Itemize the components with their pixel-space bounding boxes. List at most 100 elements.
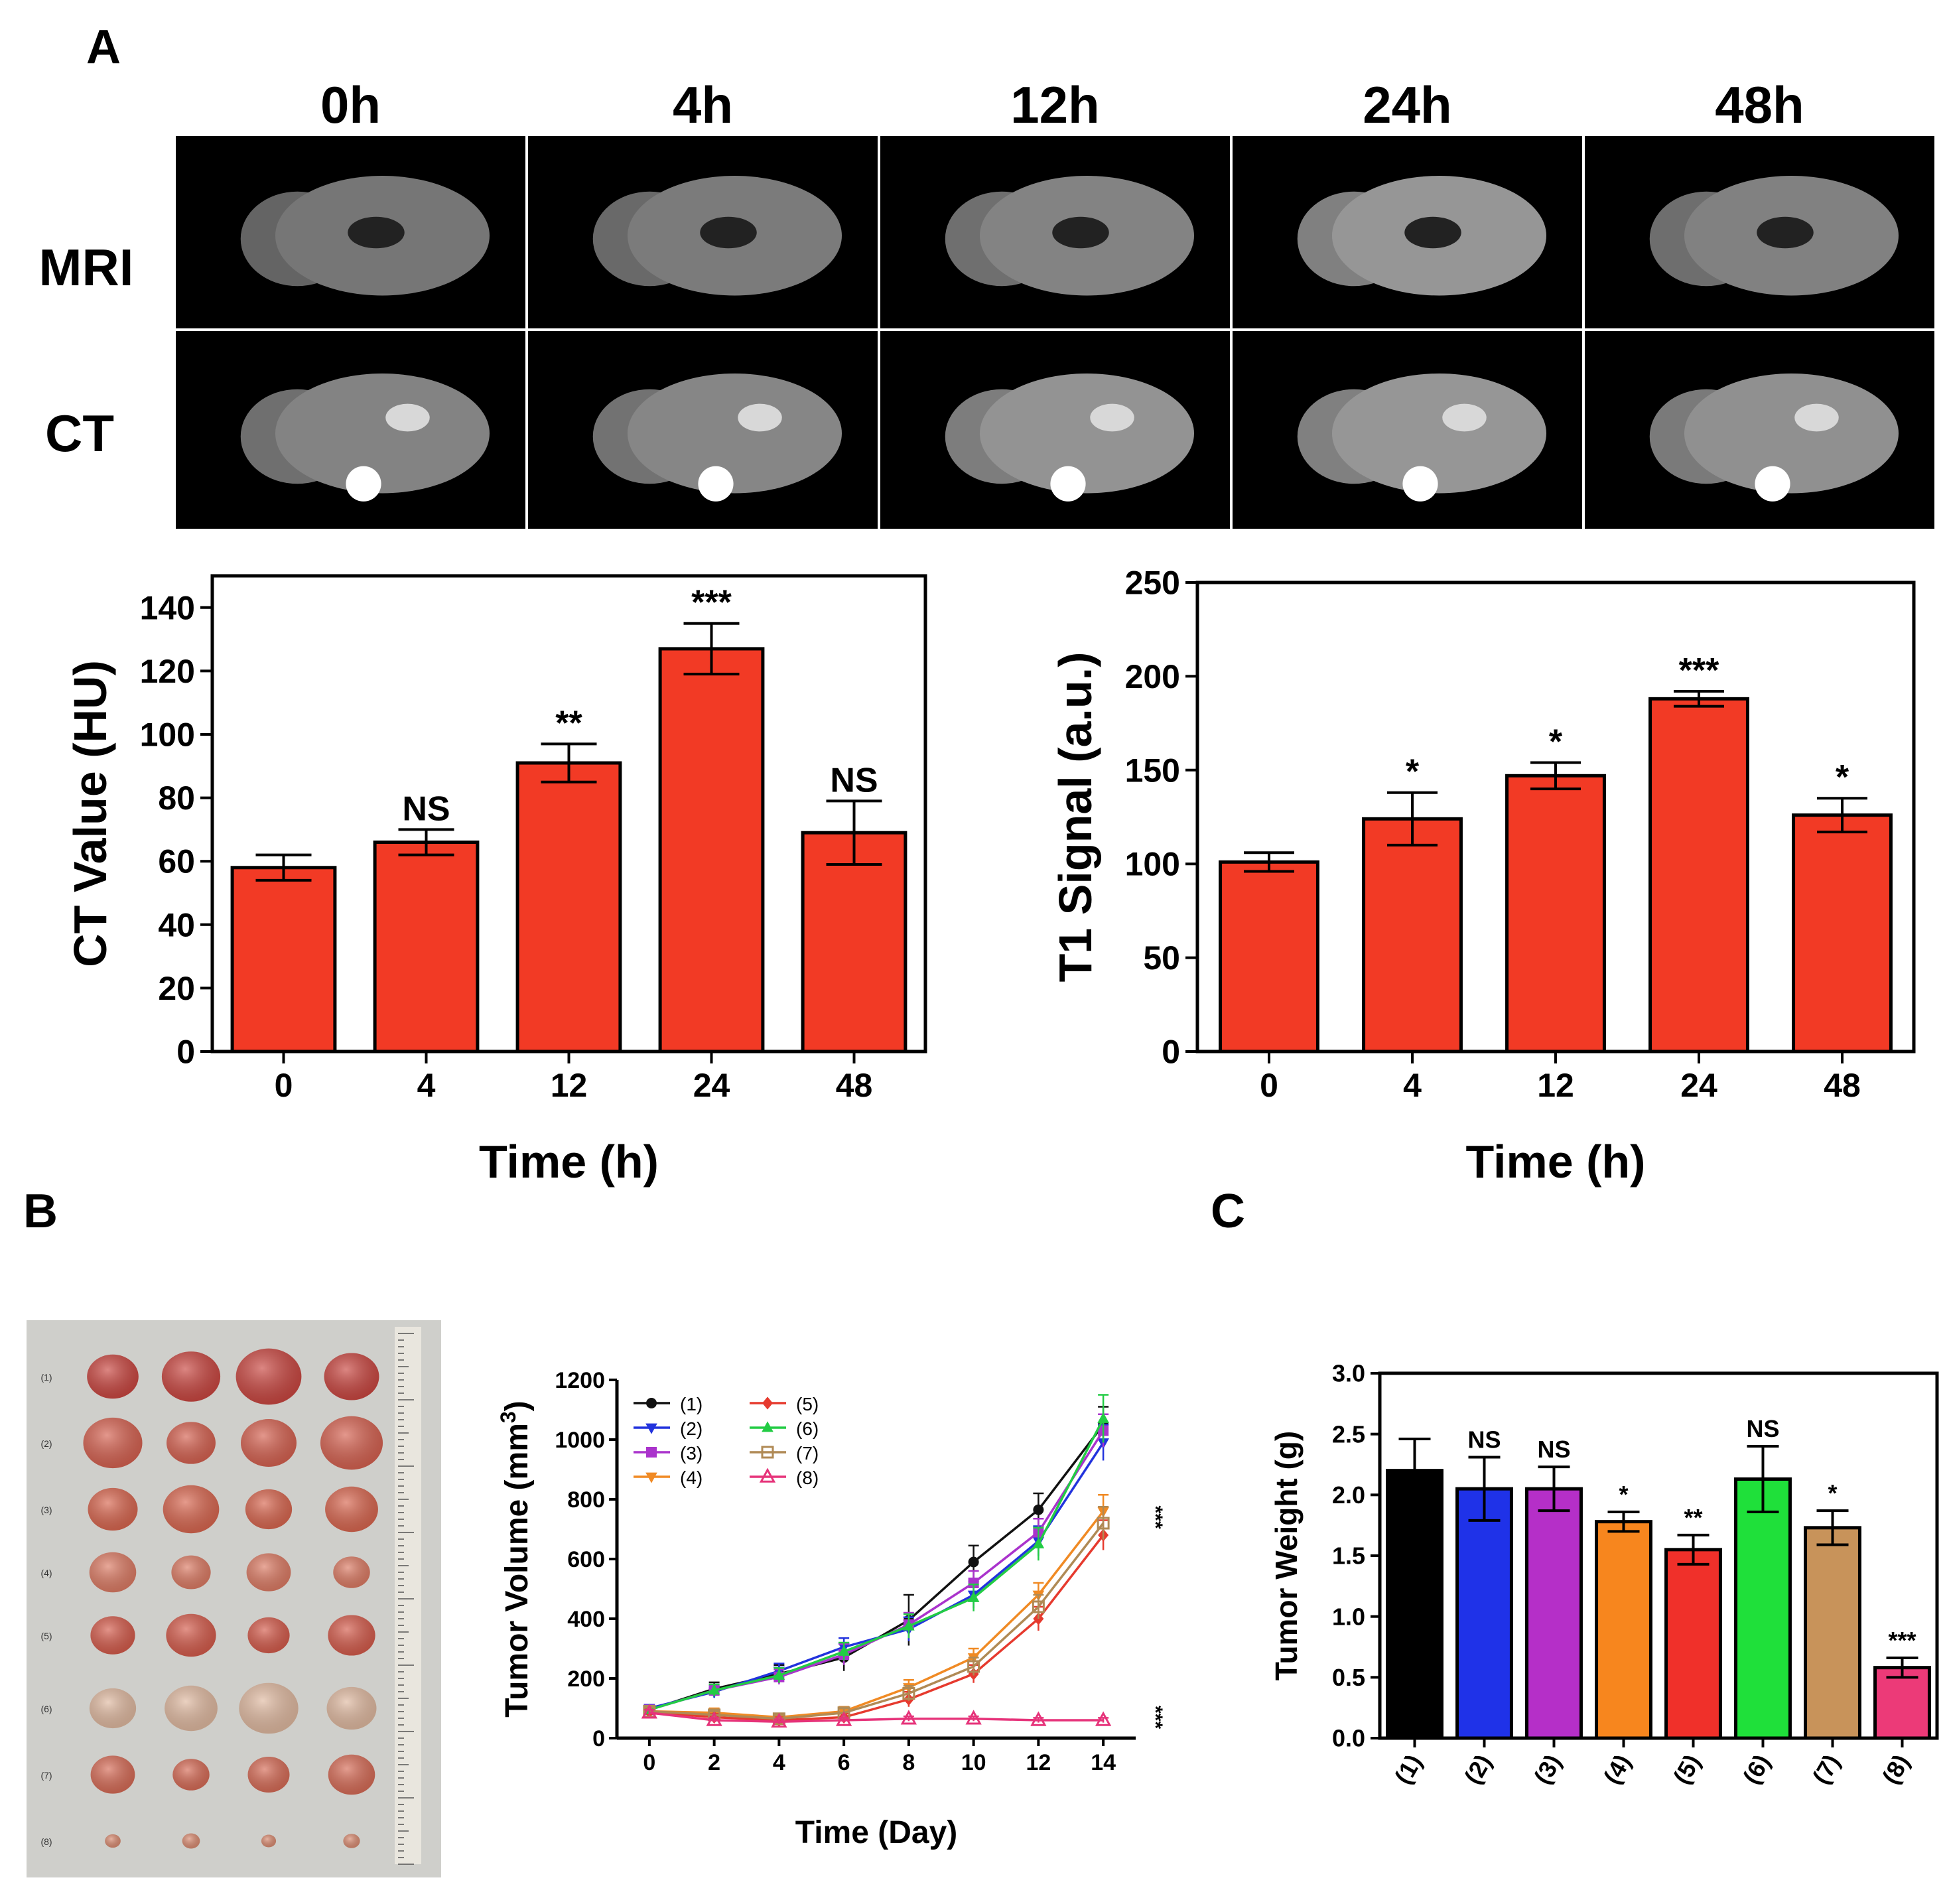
tumor-shade (87, 1354, 139, 1399)
y-tick-label: 80 (158, 780, 195, 817)
legend-label: (8) (796, 1467, 819, 1488)
y-tick-label: 600 (567, 1547, 605, 1572)
bar (658, 647, 765, 1054)
mouse-organ-bright (1442, 403, 1487, 432)
y-tick-label: 250 (1125, 565, 1180, 602)
data-point (773, 1668, 785, 1680)
legend-label: (3) (680, 1443, 703, 1463)
data-point (900, 1710, 917, 1725)
y-tick-label: 2.0 (1332, 1481, 1365, 1509)
ct-value-chart: 0 20 40 60 80 100 120 140 0 4 NS 12 ** 24 *** 48 NS Time … (64, 574, 927, 1188)
series-line (649, 1522, 1105, 1720)
tumor-shade (88, 1487, 138, 1531)
mouse-body (1684, 374, 1899, 494)
series (643, 1413, 1109, 1716)
row-label-mri: MRI (39, 238, 134, 297)
bar (1386, 1469, 1443, 1740)
time-label: 4h (673, 76, 733, 134)
data-point (838, 1645, 850, 1656)
x-tick-label: (1) (1389, 1750, 1428, 1789)
tumor-shade (182, 1833, 200, 1849)
y-tick-label: 40 (158, 906, 195, 943)
significance-label: * (1836, 758, 1849, 797)
series-line (649, 1510, 1105, 1719)
bar (1873, 1666, 1931, 1740)
mouse-bone (698, 466, 734, 502)
mouse-body (1332, 374, 1546, 494)
y-tick-label: 1.5 (1332, 1542, 1365, 1570)
mouse-organ-dark (1404, 216, 1461, 249)
series-line (649, 1442, 1105, 1710)
bar (373, 841, 480, 1054)
y-tick-label: 0 (1162, 1034, 1180, 1071)
time-label: 12h (1010, 76, 1099, 134)
y-tick-label: 2.5 (1332, 1420, 1365, 1448)
x-tick-label: 24 (1680, 1067, 1717, 1104)
mouse-organ-bright (1794, 403, 1839, 432)
data-point (646, 1398, 657, 1408)
tumor-shade (172, 1759, 210, 1791)
x-tick-label: 14 (1091, 1750, 1116, 1775)
bar (1648, 697, 1749, 1054)
significance-label: NS (1746, 1415, 1779, 1442)
bar (1664, 1548, 1722, 1740)
data-point (968, 1578, 979, 1588)
series-line (649, 1430, 1105, 1711)
tumor-weight-chart: 0.0 0.5 1.0 1.5 2.0 2.5 3.0 (1) (2) NS (3) NS (4) * (5… (1269, 1360, 1939, 1789)
y-tick-label: 1000 (555, 1428, 605, 1453)
x-tick-label: 4 (1403, 1067, 1422, 1104)
series (643, 1406, 1109, 1716)
data-point (641, 1704, 658, 1719)
panel-letter-c: C (1211, 1185, 1245, 1238)
mouse-organ-dark (1757, 216, 1814, 249)
significance-label: *** (1144, 1505, 1166, 1529)
series (641, 1704, 1112, 1728)
photo-row-label: (2) (40, 1438, 52, 1449)
y-tick-label: 200 (1125, 658, 1180, 695)
y-tick-label: 50 (1143, 939, 1180, 977)
y-tick-label: 200 (567, 1666, 605, 1692)
significance-label: * (1549, 722, 1563, 761)
tumor-shade (325, 1486, 378, 1532)
y-tick-label: 0.5 (1332, 1664, 1365, 1691)
significance-label: NS (402, 789, 450, 828)
data-point (1033, 1504, 1044, 1515)
mouse-organ-dark (1052, 216, 1109, 249)
y-tick-label: 3.0 (1332, 1360, 1365, 1387)
bar (1804, 1526, 1861, 1740)
x-tick-label: 10 (961, 1750, 986, 1775)
ruler (395, 1327, 421, 1864)
mouse-body (275, 374, 490, 494)
photo-background (27, 1320, 441, 1877)
tumor-shade (89, 1552, 137, 1593)
data-point (902, 1687, 915, 1700)
mouse-organ-bright (738, 403, 782, 432)
mouse-bone (1050, 466, 1086, 502)
y-tick-label: 20 (158, 970, 195, 1007)
tumor-shade (90, 1616, 135, 1655)
bar (1792, 813, 1893, 1054)
data-point (771, 1712, 787, 1728)
tumor-shade (245, 1489, 293, 1530)
x-tick-label: (7) (1807, 1750, 1846, 1789)
significance-label: ** (555, 704, 582, 742)
data-point (645, 1423, 657, 1434)
tumor-photo: (1) (2) (3) (4) (5) (6) (7) (8) (27, 1320, 441, 1877)
y-tick-label: 0.0 (1332, 1725, 1365, 1752)
significance-label: NS (1537, 1436, 1570, 1463)
tumor-shade (343, 1834, 360, 1848)
x-tick-label: (4) (1598, 1750, 1637, 1789)
x-tick-label: 0 (643, 1750, 655, 1775)
tumor-shade (247, 1757, 290, 1793)
tumor-shade (320, 1416, 383, 1470)
mouse-bone (1402, 466, 1438, 502)
time-label: 0h (320, 76, 381, 134)
y-axis-label: T1 Signal (a.u.) (1049, 652, 1101, 983)
x-tick-label: (8) (1877, 1750, 1915, 1789)
bar (1505, 774, 1606, 1054)
significance-label: *** (1144, 1706, 1166, 1729)
significance-label: NS (830, 761, 878, 799)
tumor-shade (161, 1351, 221, 1402)
mouse-organ-bright (1090, 403, 1134, 432)
tumor-shade (235, 1348, 302, 1405)
